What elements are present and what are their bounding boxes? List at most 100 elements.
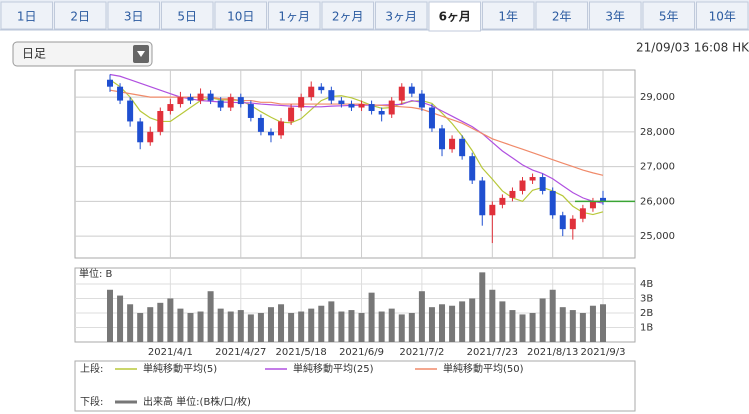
tab-label[interactable]: 5年 <box>659 10 679 24</box>
tab-label[interactable]: 3年 <box>605 10 625 24</box>
volume-unit: 単位: B <box>79 267 113 280</box>
volume-bar <box>217 308 224 342</box>
candle-body <box>227 97 234 108</box>
candle-body <box>298 97 305 108</box>
volume-bar <box>328 301 335 342</box>
candle-body <box>358 104 365 108</box>
legend-label: 単純移動平均(5) <box>143 362 217 375</box>
tab[interactable] <box>214 1 267 30</box>
y-tick-label: 25,000 <box>640 231 675 242</box>
volume-bar <box>519 314 526 342</box>
tab-label[interactable]: 5日 <box>177 10 197 24</box>
y-tick-label: 27,000 <box>640 162 675 173</box>
tab[interactable] <box>375 1 428 30</box>
volume-bar <box>278 304 285 342</box>
candle-body <box>247 104 254 118</box>
volume-bar <box>549 289 556 342</box>
tab[interactable] <box>642 1 695 30</box>
candle-body <box>237 97 244 105</box>
tab-label[interactable]: 10日 <box>227 10 254 24</box>
candle-body <box>469 156 476 181</box>
dropdown[interactable] <box>12 41 153 67</box>
tab-label[interactable]: 2ヶ月 <box>332 10 364 24</box>
candle-body <box>157 111 164 132</box>
y-tick-label: 26,000 <box>640 196 675 207</box>
candle-body <box>318 86 325 91</box>
tab[interactable] <box>107 1 160 30</box>
tab[interactable] <box>268 1 321 30</box>
tab-label[interactable]: 2年 <box>552 10 572 24</box>
dropdown-arrow <box>137 51 145 57</box>
candle-body <box>509 190 516 198</box>
candle-body <box>107 79 113 87</box>
volume-bar <box>589 305 596 342</box>
candle-body <box>217 100 224 108</box>
tab[interactable] <box>589 1 642 30</box>
tab-label[interactable]: 3ヶ月 <box>385 10 417 24</box>
candle-body <box>408 86 415 94</box>
candle-body <box>167 104 174 112</box>
x-tick-label: 2021/4/27 <box>215 347 266 358</box>
x-tick-label: 2021/7/2 <box>399 347 444 358</box>
candle-body <box>147 131 154 143</box>
volume-bar <box>197 311 204 342</box>
volume-bar <box>358 312 365 342</box>
legend-label: 単純移動平均(50) <box>443 362 524 375</box>
volume-bar <box>489 289 496 342</box>
volume-bar <box>207 291 214 342</box>
volume-bar <box>368 292 375 342</box>
upper-label: 上段: <box>80 362 103 375</box>
candle-body <box>278 121 285 136</box>
tab-label[interactable]: 1年 <box>498 10 518 24</box>
volume-bar <box>107 289 113 342</box>
volume-bar <box>147 307 154 342</box>
tab[interactable] <box>482 1 535 30</box>
tab[interactable] <box>321 1 374 30</box>
candle-body <box>348 104 355 108</box>
tab[interactable] <box>54 1 107 30</box>
tab-label[interactable]: 2日 <box>70 10 90 24</box>
tab[interactable] <box>428 1 481 32</box>
candle-body <box>368 104 375 112</box>
volume-bar <box>257 312 264 342</box>
candle-body <box>589 201 596 209</box>
tab[interactable] <box>0 1 53 30</box>
volume-bar <box>157 302 164 342</box>
candle-body <box>388 100 395 115</box>
x-tick-label: 2021/5/18 <box>276 347 327 358</box>
candle-body <box>267 131 274 136</box>
tab[interactable] <box>161 1 214 30</box>
volume-bar <box>378 311 385 342</box>
volume-bar <box>418 291 425 342</box>
legend-label: 出来高 単位:(B株/口/枚) <box>143 395 251 408</box>
candle-body <box>569 218 576 230</box>
volume-bar <box>177 308 184 342</box>
volume-bar <box>499 301 506 342</box>
volume-bar <box>579 312 586 342</box>
dropdown-label: 日足 <box>22 47 46 61</box>
volume-bar <box>388 308 395 342</box>
tab-label[interactable]: 10年 <box>709 10 736 24</box>
tab-label[interactable]: 6ヶ月 <box>439 10 471 24</box>
tab[interactable] <box>696 1 749 30</box>
volume-bar <box>187 312 194 342</box>
volume-bar <box>167 298 174 342</box>
x-tick-label: 2021/7/23 <box>467 347 518 358</box>
volume-bar <box>237 310 244 342</box>
volume-bar <box>247 314 254 342</box>
legend-label: 単純移動平均(25) <box>293 362 374 375</box>
volume-bar <box>338 311 345 342</box>
timestamp: 21/09/03 16:08 HK <box>636 41 749 55</box>
tab[interactable] <box>535 1 588 30</box>
volume-bar <box>449 305 456 342</box>
volume-bar <box>267 307 274 342</box>
tab-label[interactable]: 1日 <box>17 10 37 24</box>
volume-bar <box>288 312 295 342</box>
y-tick-label: 28,000 <box>640 127 675 138</box>
tab-label[interactable]: 3日 <box>124 10 144 24</box>
volume-bar <box>348 310 355 342</box>
candle-body <box>549 190 556 216</box>
tab-label[interactable]: 1ヶ月 <box>278 10 310 24</box>
volume-bar <box>398 314 405 342</box>
